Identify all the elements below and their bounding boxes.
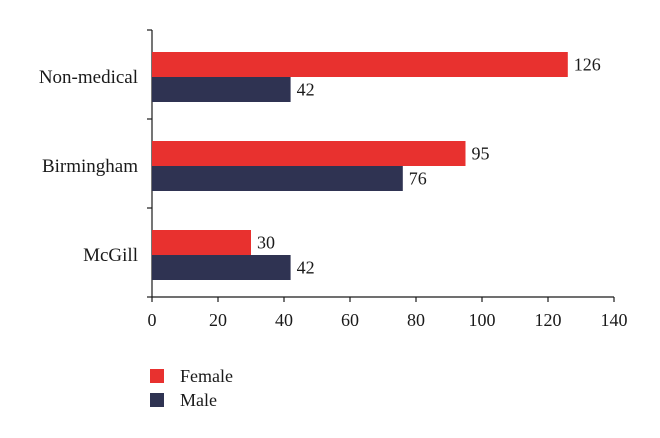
data-label: 95 — [472, 144, 490, 164]
x-tick-label: 40 — [275, 310, 293, 330]
x-tick-label: 120 — [535, 310, 562, 330]
data-label: 42 — [297, 80, 315, 100]
bar-male — [152, 166, 403, 191]
legend-label-male: Male — [180, 389, 217, 410]
x-tick-label: 60 — [341, 310, 359, 330]
data-label: 126 — [574, 55, 601, 75]
bar-female — [152, 230, 251, 255]
bar-male — [152, 77, 291, 102]
category-label: McGill — [83, 245, 138, 266]
data-label: 30 — [257, 233, 275, 253]
x-tick-label: 100 — [469, 310, 496, 330]
legend-item-female: Female — [150, 364, 233, 388]
x-tick-label: 140 — [601, 310, 628, 330]
x-tick-label: 0 — [148, 310, 157, 330]
x-tick-label: 20 — [209, 310, 227, 330]
data-label: 42 — [297, 258, 315, 278]
bar-female — [152, 52, 568, 77]
bar-female — [152, 141, 466, 166]
category-label: Non-medical — [39, 67, 138, 88]
data-label: 76 — [409, 169, 427, 189]
category-label: Birmingham — [42, 156, 138, 177]
chart-legend: Female Male — [150, 364, 233, 412]
chart-labels: 0 20 40 60 80 100 120 140 Non-medical Birmingham M… — [39, 55, 628, 331]
legend-swatch-female — [150, 369, 164, 383]
x-tick-label: 80 — [407, 310, 425, 330]
legend-item-male: Male — [150, 388, 233, 412]
bar-male — [152, 255, 291, 280]
legend-swatch-male — [150, 393, 164, 407]
chart-bars — [152, 52, 568, 280]
legend-label-female: Female — [180, 365, 233, 386]
